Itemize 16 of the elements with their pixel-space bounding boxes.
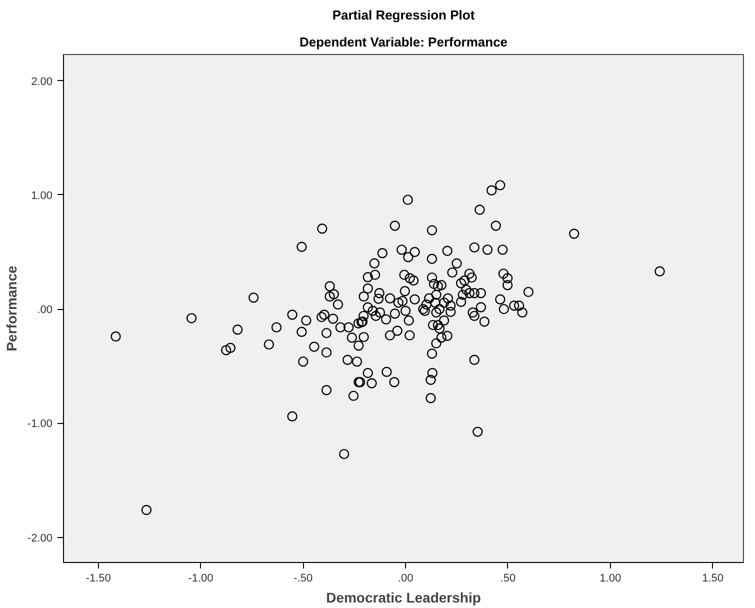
x-tick-label: -1.50 [86,572,111,584]
y-tick-label: -2.00 [27,532,53,544]
y-tick-label: 2.00 [31,76,53,88]
y-tick-label: 1.00 [31,190,53,202]
chart-title: Partial Regression Plot [332,8,476,22]
y-axis-title: Performance [3,265,20,352]
chart-subtitle: Dependent Variable: Performance [299,34,508,50]
x-axis-title: Democratic Leadership [326,590,481,606]
x-tick-label: 1.50 [702,572,724,584]
y-tick-label: .00 [37,304,53,316]
x-tick-label: -1.00 [188,572,214,584]
x-tick-label: .00 [398,572,414,584]
x-tick-label: -.50 [294,572,313,584]
y-tick-label: -1.00 [27,418,53,430]
x-tick-label: 1.00 [600,572,622,584]
x-tick-label: .50 [500,572,516,584]
